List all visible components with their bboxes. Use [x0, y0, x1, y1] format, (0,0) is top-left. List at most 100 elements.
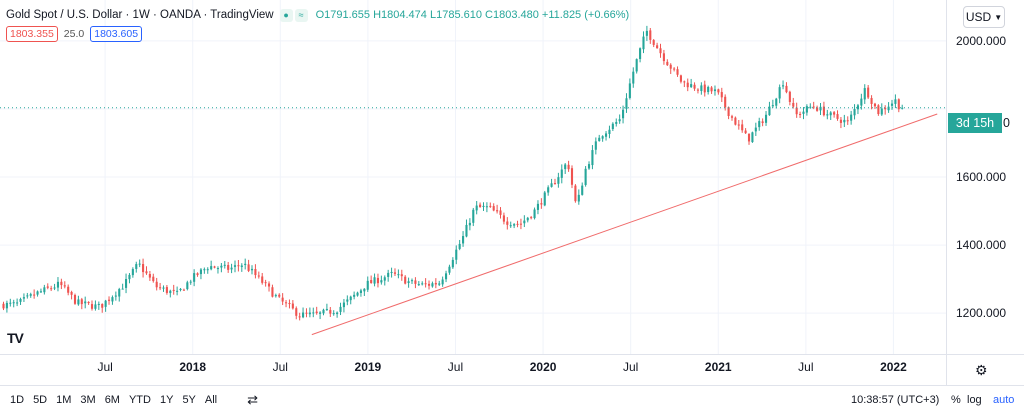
low-value: L1785.610	[429, 9, 482, 21]
price-axis[interactable]: 1200.000 1400.000 1600.000 2000.000	[946, 0, 1007, 385]
tradingview-logo-icon[interactable]: TV	[7, 330, 24, 346]
candle-body	[894, 99, 897, 104]
candle-body	[305, 312, 308, 314]
candle-body	[747, 133, 751, 142]
candle-body	[387, 272, 390, 277]
candle-body	[455, 249, 458, 260]
candle-body	[635, 59, 638, 72]
chart-overlays	[0, 107, 946, 336]
candle-body	[165, 287, 168, 293]
candle-body	[281, 297, 284, 302]
candle-body	[533, 209, 536, 219]
timeframe-3m[interactable]: 3M	[80, 393, 96, 406]
candle-body	[298, 316, 301, 318]
candle-body	[598, 137, 601, 142]
candle-body	[901, 107, 904, 109]
bid-badge[interactable]: 1803.355	[6, 26, 58, 42]
candle-body	[577, 194, 580, 202]
candle-body	[216, 268, 220, 270]
candle-body	[462, 236, 465, 244]
candle-body	[870, 98, 873, 104]
candle-body	[186, 282, 189, 290]
candle-body	[400, 274, 403, 277]
candle-body	[376, 277, 380, 284]
timeframe-1d[interactable]: 1D	[10, 393, 25, 406]
candle-body	[90, 304, 94, 309]
time-tick-label: 2019	[355, 360, 382, 374]
timeframe-1m[interactable]: 1M	[56, 393, 72, 406]
waves-icon[interactable]: ≈	[294, 8, 308, 22]
candle-body	[240, 265, 243, 268]
candle-body	[564, 164, 567, 170]
candle-body	[19, 298, 22, 302]
candle-body	[676, 69, 679, 75]
clock[interactable]: 10:38:57 (UTC+3)	[851, 393, 940, 406]
time-axis[interactable]: Jul 2018 Jul 2019 Jul 2020 Jul 2021 Jul 2022	[0, 354, 1024, 375]
candle-body	[118, 289, 121, 297]
candle-body	[744, 130, 747, 134]
candle-body	[489, 205, 492, 207]
candle-body	[155, 281, 158, 288]
candle-body	[336, 312, 339, 315]
candle-body	[496, 210, 499, 212]
candle-body	[710, 87, 713, 92]
price-tick-label: 1200.000	[956, 306, 1006, 320]
candle-body	[114, 295, 117, 297]
currency-label: USD	[965, 10, 992, 24]
timeframe-6m[interactable]: 6M	[104, 393, 120, 406]
candle-body	[703, 84, 706, 93]
eye-icon[interactable]: ●	[279, 8, 293, 22]
candle-body	[669, 64, 672, 69]
candle-body	[594, 141, 597, 150]
candle-body	[410, 280, 414, 282]
candle-body	[363, 288, 366, 292]
candle-body	[33, 294, 36, 296]
candle-body	[516, 223, 519, 225]
calendar-range-icon[interactable]: ⇄	[247, 391, 259, 407]
ask-badge[interactable]: 1803.605	[90, 26, 143, 42]
price-chart[interactable]: 1200.000 1400.000 1600.000 2000.000 Jul 2018…	[0, 0, 1024, 385]
candle-body	[829, 112, 832, 116]
percent-toggle[interactable]: %	[951, 393, 961, 406]
candle-body	[50, 288, 53, 290]
candle-body	[431, 283, 434, 287]
gear-icon[interactable]: ⚙	[975, 362, 988, 378]
candle-body	[444, 273, 448, 280]
currency-selector[interactable]: USD ▼	[963, 6, 1005, 28]
timeframe-1y[interactable]: 1Y	[159, 393, 174, 406]
candle-body	[587, 164, 591, 169]
candle-body	[601, 136, 604, 139]
timeframe-ytd[interactable]: YTD	[128, 393, 151, 406]
candle-body	[850, 114, 853, 121]
symbol-title[interactable]: Gold Spot / U.S. Dollar · 1W · OANDA · T…	[6, 9, 274, 21]
candle-body	[53, 287, 56, 289]
candle-body	[448, 266, 451, 273]
candle-body	[145, 271, 148, 274]
candle-body	[819, 106, 822, 111]
candle-body	[822, 106, 825, 116]
candle-body	[390, 271, 393, 273]
candle-body	[366, 280, 369, 290]
candle-body	[785, 85, 788, 93]
candle-body	[111, 297, 114, 302]
log-toggle[interactable]: log	[967, 393, 982, 406]
candle-body	[615, 121, 618, 124]
auto-toggle[interactable]: auto	[993, 393, 1015, 406]
candle-body	[451, 259, 454, 268]
candle-body	[29, 294, 32, 296]
candle-body	[84, 301, 87, 304]
candle-body	[778, 87, 781, 99]
candle-body	[230, 267, 233, 270]
timeframe-5d[interactable]: 5D	[33, 393, 48, 406]
timeframe-all[interactable]: All	[204, 393, 218, 406]
high-value: H1804.474	[373, 9, 427, 21]
candle-body	[547, 187, 550, 193]
candle-body	[730, 116, 734, 118]
candle-body	[622, 109, 625, 119]
candle-body	[121, 288, 124, 290]
candle-body	[210, 266, 213, 270]
timeframe-5y[interactable]: 5Y	[182, 393, 196, 406]
candle-body	[604, 133, 608, 137]
candle-body	[519, 223, 522, 225]
candle-body	[485, 206, 488, 208]
